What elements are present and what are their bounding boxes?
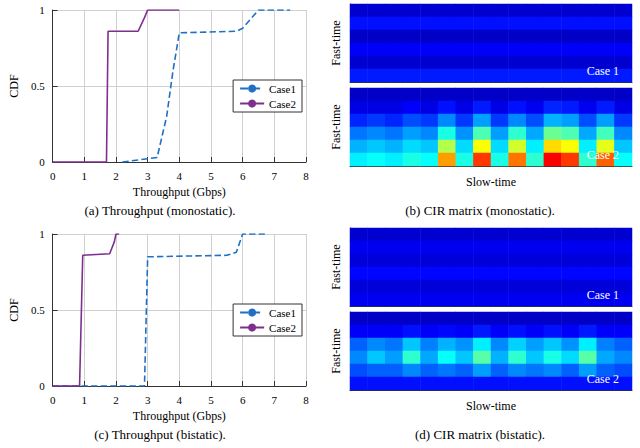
- svg-text:0.5: 0.5: [31, 304, 45, 316]
- svg-text:Fast-time: Fast-time: [329, 20, 343, 65]
- svg-text:(b) CIR matrix (monostatic).: (b) CIR matrix (monostatic).: [405, 203, 554, 218]
- svg-text:8: 8: [303, 170, 309, 182]
- svg-text:0.5: 0.5: [31, 80, 45, 92]
- svg-text:Case1: Case1: [269, 307, 296, 319]
- svg-text:1: 1: [82, 170, 88, 182]
- svg-text:(c) Throughput (bistatic).: (c) Throughput (bistatic).: [94, 427, 226, 442]
- svg-text:Case 2: Case 2: [587, 372, 619, 386]
- svg-text:Throughput (Gbps): Throughput (Gbps): [133, 409, 226, 423]
- svg-text:2: 2: [113, 394, 119, 406]
- svg-text:6: 6: [240, 394, 246, 406]
- svg-text:Slow-time: Slow-time: [466, 175, 516, 189]
- svg-text:4: 4: [177, 394, 183, 406]
- svg-text:0: 0: [50, 394, 56, 406]
- svg-text:3: 3: [145, 170, 151, 182]
- svg-text:Case1: Case1: [269, 83, 296, 95]
- svg-text:Fast-time: Fast-time: [329, 328, 343, 373]
- svg-text:Fast-time: Fast-time: [329, 104, 343, 149]
- svg-text:1: 1: [82, 394, 88, 406]
- svg-text:6: 6: [240, 170, 246, 182]
- svg-text:Fast-time: Fast-time: [329, 244, 343, 289]
- svg-text:CDF: CDF: [7, 74, 21, 98]
- svg-text:Case2: Case2: [269, 98, 296, 110]
- svg-text:0: 0: [50, 170, 56, 182]
- svg-text:Slow-time: Slow-time: [466, 399, 516, 413]
- svg-text:5: 5: [208, 394, 214, 406]
- svg-text:4: 4: [177, 170, 183, 182]
- svg-text:(d) CIR matrix (bistatic).: (d) CIR matrix (bistatic).: [415, 427, 545, 442]
- svg-text:1: 1: [39, 228, 45, 240]
- svg-text:0: 0: [39, 380, 45, 392]
- svg-text:Case2: Case2: [269, 322, 296, 334]
- svg-text:8: 8: [303, 394, 309, 406]
- svg-text:3: 3: [145, 394, 151, 406]
- svg-text:Case 1: Case 1: [587, 288, 619, 302]
- svg-text:5: 5: [208, 170, 214, 182]
- svg-text:CDF: CDF: [7, 298, 21, 322]
- svg-text:0: 0: [39, 156, 45, 168]
- svg-text:(a) Throughput (monostatic).: (a) Throughput (monostatic).: [84, 203, 235, 218]
- svg-text:7: 7: [272, 170, 278, 182]
- svg-text:Throughput (Gbps): Throughput (Gbps): [133, 185, 226, 199]
- svg-text:7: 7: [272, 394, 278, 406]
- svg-text:1: 1: [39, 4, 45, 16]
- svg-text:Case 2: Case 2: [587, 148, 619, 162]
- svg-text:2: 2: [113, 170, 119, 182]
- svg-text:Case 1: Case 1: [587, 64, 619, 78]
